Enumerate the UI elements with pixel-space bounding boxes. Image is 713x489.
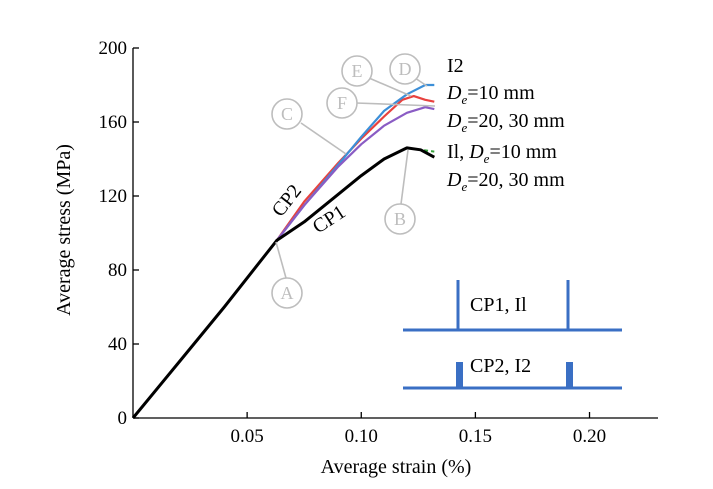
series-line-i2-2	[132, 106, 435, 419]
marker-e-leader	[368, 77, 412, 97]
y-tick-label: 200	[99, 38, 128, 59]
y-axis-label: Average stress (MPa)	[53, 144, 75, 316]
marker-a-circle	[271, 277, 303, 309]
marker-c-label: C	[281, 104, 293, 124]
y-tick-label: 40	[108, 334, 127, 355]
marker-c-leader	[300, 122, 347, 155]
y-tick-label: 120	[99, 186, 128, 207]
marker-d-circle	[389, 53, 421, 85]
de-subscript: e	[461, 120, 467, 135]
marker-f-circle	[326, 87, 358, 119]
inset-bottom-label: CP2, I2	[470, 355, 531, 377]
y-tick-label: 160	[99, 112, 128, 133]
series-line-i1-5	[131, 146, 436, 419]
de-symbol: D	[446, 169, 462, 191]
de-symbol: D	[468, 141, 484, 163]
x-axis-label: Average strain (%)	[321, 456, 472, 478]
y-tick-label: 80	[108, 260, 127, 281]
x-tick-label: 0.10	[345, 426, 378, 447]
marker-c-circle	[271, 98, 303, 130]
label-i2-de10: De=10 mm	[446, 82, 535, 107]
marker-d-leader	[414, 77, 428, 87]
marker-f-leader	[355, 102, 436, 107]
label-i2-de10-value: =10 mm	[467, 82, 535, 104]
label-i1-de2030-value: =20, 30 mm	[467, 169, 565, 191]
inset-cp2-right-block	[566, 362, 573, 388]
series-line-i2-0	[132, 94, 435, 419]
de-subscript: e	[461, 179, 467, 194]
label-i2-de2030: De=20, 30 mm	[446, 110, 565, 135]
marker-a-label: A	[281, 283, 294, 303]
x-tick-label: 0.05	[231, 426, 264, 447]
marker-b-label: B	[394, 209, 406, 229]
label-i2: I2	[447, 55, 464, 77]
y-tick-label: 0	[118, 408, 128, 429]
inset-cp2-left-block	[456, 362, 463, 388]
marker-labels: A B C D E F	[281, 59, 412, 303]
label-i1-prefix: Il,	[447, 141, 469, 163]
marker-e-circle	[341, 55, 373, 87]
cp2-annotation: CP2	[268, 180, 307, 221]
de-symbol: D	[446, 82, 462, 104]
x-ticks: 0.05 0.10 0.15 0.20	[231, 412, 606, 447]
x-tick-label: 0.20	[573, 426, 606, 447]
inset-top-label: CP1, Il	[470, 294, 527, 316]
series-layer	[131, 83, 436, 419]
de-symbol: D	[446, 110, 462, 132]
label-i1-de2030: De=20, 30 mm	[446, 169, 565, 194]
marker-b-leader	[400, 149, 409, 205]
x-tick-label: 0.15	[459, 426, 492, 447]
marker-d-label: D	[399, 59, 412, 79]
label-i1-de10-value: =10 mm	[489, 141, 557, 163]
label-i1-de10: Il, De=10 mm	[447, 141, 557, 166]
marker-f-label: F	[337, 93, 347, 113]
marker-a-leader	[275, 241, 287, 279]
y-ticks: 0 40 80 120 160 200	[99, 38, 139, 429]
inset-diagram	[403, 280, 622, 390]
de-subscript: e	[461, 92, 467, 107]
cp1-annotation: CP1	[309, 201, 350, 238]
label-i2-de2030-value: =20, 30 mm	[467, 110, 565, 132]
marker-b-circle	[384, 203, 416, 235]
series-line-i2-1	[132, 83, 435, 419]
de-subscript: e	[484, 151, 490, 166]
marker-e-label: E	[352, 61, 363, 81]
marker-layer	[271, 53, 436, 309]
